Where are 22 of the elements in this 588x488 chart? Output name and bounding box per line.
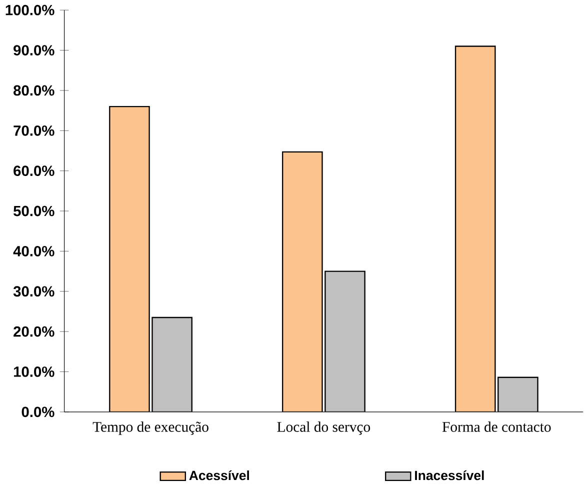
y-tick-label: 30.0% — [13, 286, 54, 297]
y-tick-label: 0.0% — [22, 406, 54, 418]
y-tick-label: 10.0% — [14, 366, 54, 377]
y-tick-label: 70.0% — [14, 125, 54, 136]
bar — [324, 270, 366, 412]
y-tick-label: 60.0% — [14, 166, 54, 176]
y-tick-label: 80.0% — [14, 85, 54, 96]
bar — [109, 106, 150, 412]
y-tick-label: 100.0% — [6, 4, 54, 16]
x-tick-label: Tempo de execução — [92, 421, 208, 435]
legend-label: Acessível — [189, 470, 249, 480]
bar — [152, 316, 192, 412]
legend-label: Inacessível — [415, 470, 484, 480]
bar — [282, 151, 323, 412]
y-tick-label: 90.0% — [14, 45, 54, 56]
y-tick-label: 20.0% — [14, 326, 54, 337]
bar — [454, 46, 496, 412]
y-tick-label: 40.0% — [13, 246, 54, 256]
y-tick-label: 50.0% — [14, 206, 54, 216]
x-tick-label: Forma de contacto — [442, 421, 551, 432]
bar — [498, 376, 538, 412]
x-tick-label: Local do servço — [277, 421, 370, 435]
